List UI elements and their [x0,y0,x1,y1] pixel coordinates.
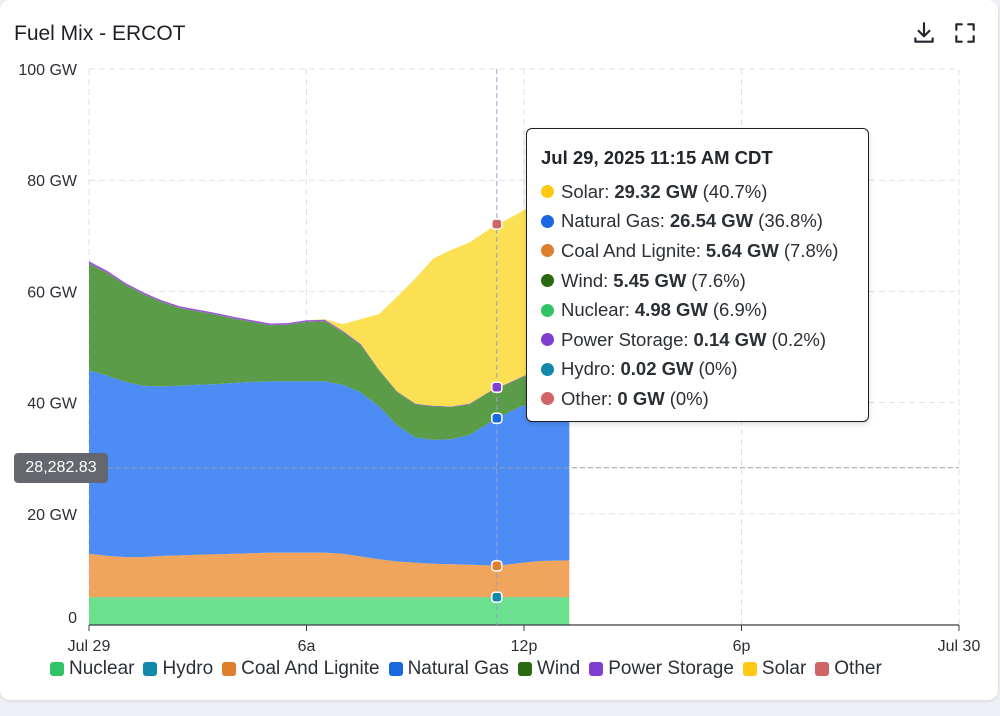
tooltip-series-name: Nuclear [561,299,625,321]
y-tick-label: 40 GW [27,396,78,413]
tooltip-series-value: 0 GW [617,387,665,409]
tooltip-dot [541,274,554,288]
legend-label: Hydro [162,658,214,679]
y-tick-label: 20 GW [27,507,78,524]
legend-item-nuclear[interactable]: Nuclear [50,658,134,680]
tooltip-row: Wind:5.45 GW (7.6%) [541,266,868,296]
y-tick-label: 0 [68,610,77,627]
tooltip-row: Power Storage:0.14 GW (0.2%) [541,325,868,355]
hover-marker-coal-and-lignite [491,560,503,572]
tooltip-series-percent: (40.7%) [702,180,768,202]
tooltip-dot [541,244,554,258]
tooltip-series-value: 29.32 GW [614,180,698,202]
tooltip-series-name: Hydro [561,358,611,380]
legend-item-natural-gas[interactable]: Natural Gas [388,658,509,680]
x-tick-label: Jul 30 [938,638,981,655]
x-tick-label: 12p [511,638,538,655]
legend-item-wind[interactable]: Wind [517,658,581,680]
chart-title: Fuel Mix - ERCOT [14,22,186,45]
tooltip-series-percent: (6.9%) [712,299,768,321]
area-coal-and-lignite[interactable] [89,552,570,598]
tooltip-series-value: 26.54 GW [669,210,754,232]
legend-swatch [589,662,604,676]
hover-marker-natural-gas [491,412,503,425]
area-wind[interactable] [89,263,570,440]
tooltip-series-percent: (0%) [669,387,709,409]
tooltip-dot [541,303,554,317]
tooltip-dot [541,214,554,228]
tooltip-series-value: 0.14 GW [693,328,767,350]
x-tick-label: Jul 29 [68,638,111,655]
tooltip-series-percent: (0.2%) [771,328,827,350]
hover-marker-hydro [491,591,503,603]
legend-swatch [50,662,64,676]
fullscreen-button[interactable] [952,20,978,46]
tooltip-series-percent: (0%) [698,358,738,380]
tooltip-series-value: 5.45 GW [613,269,687,291]
y-tick-label: 60 GW [27,284,78,301]
tooltip-series-value: 0.02 GW [620,358,694,380]
legend-label: Other [834,658,882,679]
tooltip-dot [541,333,554,347]
download-icon [914,22,934,43]
hover-marker-power-storage [491,381,503,393]
legend-swatch [742,662,757,676]
y-tick-label: 80 GW [27,173,78,190]
tooltip-row: Natural Gas:26.54 GW (36.8%) [541,207,868,237]
tooltip-series-name: Solar [561,180,605,202]
legend-item-coal-and-lignite[interactable]: Coal And Lignite [222,658,380,680]
tooltip-row: Coal And Lignite:5.64 GW (7.8%) [541,236,868,266]
legend: Nuclear Hydro Coal And Lignite Natural Gas W… [50,658,891,680]
tooltip-row: Other:0 GW (0%) [541,384,868,414]
legend-swatch [143,662,158,676]
tooltip-series-percent: (36.8%) [758,210,823,232]
tooltip-dot [541,392,554,406]
crosshair-value-label: 28,282.83 [14,453,108,483]
tooltip-series-value: 4.98 GW [634,299,708,321]
tooltip-series-name: Power Storage [561,328,684,350]
download-button[interactable] [911,20,937,46]
legend-label: Power Storage [608,658,734,679]
tooltip-row: Hydro:0.02 GW (0%) [541,355,868,385]
chart-card: Fuel Mix - ERCOT 0 20 GW 40 GW 60 GW 80 GW 10… [0,0,998,700]
tooltip-series-name: Natural Gas [561,210,660,232]
legend-label: Solar [761,658,807,679]
legend-label: Wind [536,658,581,679]
legend-swatch [222,662,237,676]
fuel-mix-chart[interactable]: 0 20 GW 40 GW 60 GW 80 GW 100 GW Jul 29 6a 12p 6p… [0,0,1000,660]
legend-item-power-storage[interactable]: Power Storage [589,658,734,680]
tooltip-series-value: 5.64 GW [705,239,779,261]
legend-label: Coal And Lignite [241,658,380,679]
legend-swatch [517,662,532,676]
tooltip-row: Solar:29.32 GW (40.7%) [541,177,868,207]
tooltip-series-percent: (7.8%) [783,239,839,261]
tooltip-series-name: Coal And Lignite [561,239,696,261]
tooltip: Jul 29, 2025 11:15 AM CDT Solar:29.32 GW… [526,128,869,422]
area-solar[interactable] [89,188,570,407]
tooltip-series-percent: (7.6%) [691,269,746,291]
legend-item-hydro[interactable]: Hydro [143,658,213,680]
legend-label: Nuclear [69,658,135,679]
legend-swatch [388,662,403,676]
x-tick-label: 6p [733,638,751,655]
tooltip-dot [541,362,554,376]
legend-label: Natural Gas [407,658,509,679]
hover-marker-other [491,218,503,230]
area-nuclear[interactable] [89,597,570,625]
legend-item-solar[interactable]: Solar [742,658,807,680]
legend-item-other[interactable]: Other [815,658,882,680]
tooltip-series-name: Wind [561,269,604,291]
area-natural-gas[interactable] [89,370,570,566]
tooltip-dot [541,185,554,199]
fullscreen-icon [955,23,975,43]
x-tick-label: 6a [298,638,316,655]
y-tick-label: 100 GW [18,62,78,79]
tooltip-timestamp: Jul 29, 2025 11:15 AM CDT [541,147,773,168]
legend-swatch [815,662,830,676]
tooltip-row: Nuclear:4.98 GW (6.9%) [541,295,868,325]
tooltip-series-name: Other [561,387,608,409]
